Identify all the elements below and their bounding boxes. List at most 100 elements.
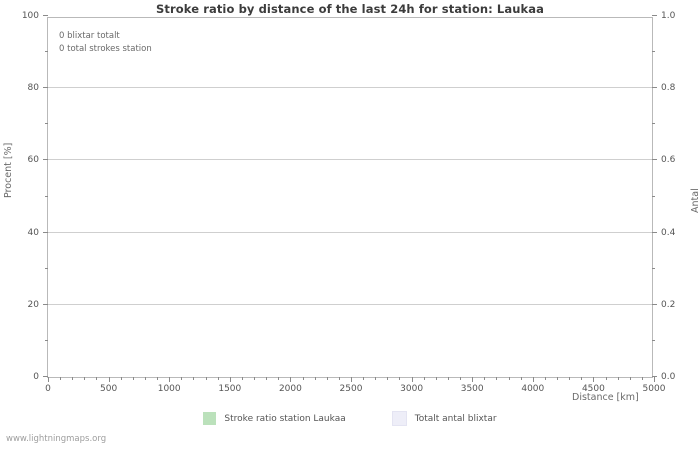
y-axis-left-title: Procent [%]	[3, 142, 14, 198]
y-axis-right-minor-tick	[652, 123, 655, 125]
y-axis-left-tick-label: 100	[21, 11, 39, 21]
x-axis-minor-tick	[60, 377, 62, 380]
x-axis-major-tick	[411, 377, 413, 382]
y-axis-right-tick-label: 0.4	[661, 227, 676, 238]
legend-label: Totalt antal blixtar	[414, 413, 497, 424]
x-axis-minor-tick	[387, 377, 389, 380]
x-axis-minor-tick	[508, 377, 510, 380]
x-axis-minor-tick	[484, 377, 486, 380]
x-axis-tick-label: 3000	[400, 384, 424, 394]
x-axis-minor-tick	[254, 377, 256, 380]
y-axis-left-tick-label: 40	[27, 227, 39, 238]
y-axis-right-minor-tick	[652, 267, 655, 269]
y-axis-right-major-tick	[652, 231, 657, 233]
x-axis-minor-tick	[72, 377, 74, 380]
x-axis-tick-label: 4500	[581, 384, 605, 394]
y-axis-right-major-tick	[652, 87, 657, 89]
x-axis-minor-tick	[520, 377, 522, 380]
plot-area: 0 blixtar totalt 0 total strokes station…	[22, 11, 676, 394]
x-axis-minor-tick	[205, 377, 207, 380]
x-axis-minor-tick	[302, 377, 304, 380]
x-axis-minor-tick	[544, 377, 546, 380]
y-axis-right-tick-label: 0.0	[661, 372, 676, 382]
chart-title: Stroke ratio by distance of the last 24h…	[156, 2, 544, 16]
x-axis-tick-label: 2500	[339, 384, 363, 394]
x-axis-minor-tick	[557, 377, 559, 380]
x-axis-minor-tick	[423, 377, 425, 380]
y-axis-right-tick-label: 0.8	[661, 83, 676, 94]
y-axis-left-major-tick	[43, 159, 48, 161]
y-axis-left-tick-label: 60	[27, 155, 39, 166]
y-axis-left-tick-label: 0	[33, 372, 39, 382]
legend-color-swatch	[203, 412, 217, 425]
y-axis-left-major-tick	[43, 15, 48, 16]
x-axis-minor-tick	[375, 377, 377, 380]
x-axis-minor-tick	[581, 377, 583, 380]
x-axis-minor-tick	[569, 377, 571, 380]
y-axis-right-tick-label: 0.2	[661, 299, 676, 310]
x-axis-tick-label: 500	[100, 384, 118, 394]
gridline	[48, 303, 652, 305]
x-axis-minor-tick	[157, 377, 159, 380]
x-axis-minor-tick	[217, 377, 219, 380]
x-axis-minor-tick	[241, 377, 243, 380]
x-axis-minor-tick	[605, 377, 607, 380]
x-axis-minor-tick	[338, 377, 340, 380]
x-axis-major-tick	[532, 377, 534, 382]
chart-legend: Stroke ratio station Laukaa Totalt antal …	[0, 411, 700, 426]
y-axis-right-major-tick	[652, 15, 657, 16]
y-axis-left-minor-tick	[45, 51, 48, 53]
x-axis-minor-tick	[84, 377, 86, 380]
y-axis-left-minor-tick	[45, 123, 48, 125]
gridlines	[48, 18, 652, 377]
x-axis-major-tick	[472, 377, 474, 382]
x-axis-tick-label: 3500	[460, 384, 484, 394]
x-axis-major-tick	[48, 377, 49, 382]
legend-label: Stroke ratio station Laukaa	[224, 413, 346, 424]
x-axis-tick-label: 5000	[642, 384, 666, 394]
x-axis-minor-tick	[629, 377, 631, 380]
y-axis-left-major-tick	[43, 303, 48, 305]
y-axis-right-minor-tick	[652, 195, 655, 197]
x-axis-minor-tick	[266, 377, 268, 380]
gridline	[48, 231, 652, 233]
x-axis-minor-tick	[193, 377, 195, 380]
y-axis-right-major-tick	[652, 303, 657, 305]
x-axis-major-tick	[290, 377, 292, 382]
annotation-station-strokes: 0 total strokes station	[59, 43, 152, 54]
y-axis-left-minor-tick	[45, 267, 48, 269]
x-axis-major-tick	[229, 377, 231, 382]
y-axis-left-minor-tick	[45, 339, 48, 341]
y-axis-right-title: Antal	[690, 188, 700, 213]
x-axis-minor-tick	[363, 377, 365, 380]
x-axis-minor-tick	[132, 377, 134, 380]
y-axis-left-minor-tick	[45, 195, 48, 197]
x-axis-tick-label: 1500	[218, 384, 242, 394]
x-axis-major-tick	[593, 377, 595, 382]
x-axis-tick-label: 0	[45, 384, 51, 394]
y-axis-left-tick-label: 20	[27, 299, 39, 310]
x-axis-minor-tick	[314, 377, 316, 380]
legend-entry[interactable]: Stroke ratio station Laukaa	[203, 412, 346, 425]
annotation-total-strokes: 0 blixtar totalt	[59, 31, 120, 41]
legend-entry[interactable]: Totalt antal blixtar	[391, 411, 497, 426]
x-axis-minor-tick	[181, 377, 183, 380]
y-axis-right-tick-label: 0.6	[661, 155, 676, 166]
x-axis-major-tick	[169, 377, 171, 382]
y-axis-right-major-tick	[652, 376, 657, 377]
y-axis-right-tick-label: 1.0	[661, 11, 676, 21]
x-axis-minor-tick	[399, 377, 401, 380]
x-axis-tick-label: 1000	[157, 384, 181, 394]
x-axis-minor-tick	[641, 377, 643, 380]
x-axis-minor-tick	[144, 377, 146, 380]
legend-color-swatch	[391, 411, 407, 426]
x-axis-major-tick	[654, 377, 655, 382]
y-axis-left-major-tick	[43, 231, 48, 233]
x-axis-minor-tick	[96, 377, 98, 380]
x-axis-minor-tick	[617, 377, 619, 380]
y-axis-right-major-tick	[652, 159, 657, 161]
gridline	[48, 159, 652, 161]
x-axis-minor-tick	[278, 377, 280, 380]
y-axis-right-minor-tick	[652, 339, 655, 341]
x-axis-minor-tick	[326, 377, 328, 380]
